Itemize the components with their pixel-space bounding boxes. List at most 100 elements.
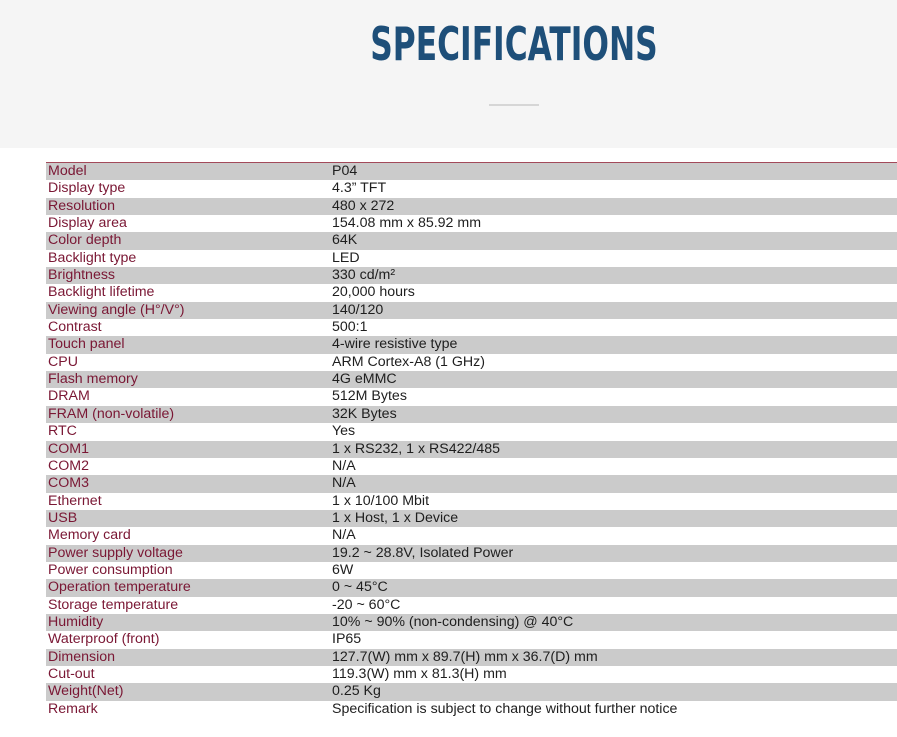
spec-row: Cut-out 119.3(W) mm x 81.3(H) mm xyxy=(46,666,897,683)
spec-value: 140/120 xyxy=(332,301,384,318)
spec-value: 1 x Host, 1 x Device xyxy=(332,509,459,526)
spec-row: Display type 4.3” TFT xyxy=(46,180,897,197)
spec-row: RTC Yes xyxy=(46,423,897,440)
spec-label: Waterproof (front) xyxy=(48,631,160,648)
spec-label: Display type xyxy=(48,180,126,197)
spec-value: 1 x 10/100 Mbit xyxy=(332,492,430,509)
spec-label: RTC xyxy=(48,423,77,440)
spec-row: Backlight type LED xyxy=(46,250,897,267)
spec-label: Viewing angle (H°/V°) xyxy=(48,301,185,318)
spec-row: DRAM 512M Bytes xyxy=(46,388,897,405)
page-header: SPECIFICATIONS xyxy=(0,0,897,148)
spec-label: FRAM (non-volatile) xyxy=(48,405,175,422)
spec-value: 480 x 272 xyxy=(332,197,395,214)
title-divider xyxy=(489,104,539,106)
spec-value: 119.3(W) mm x 81.3(H) mm xyxy=(332,665,507,682)
page-title: SPECIFICATIONS xyxy=(370,17,658,71)
spec-value: 330 cd/m² xyxy=(332,267,396,284)
spec-row: Power supply voltage 19.2 ~ 28.8V, Isolat… xyxy=(46,544,897,562)
spec-value: LED xyxy=(332,249,360,266)
spec-row: Weight(Net) 0.25 Kg xyxy=(46,683,897,701)
spec-row: Storage temperature -20 ~ 60°C xyxy=(46,597,897,614)
spec-value: 6W xyxy=(332,561,354,578)
spec-label: COM1 xyxy=(48,440,89,457)
spec-value: 4.3” TFT xyxy=(332,180,387,197)
spec-label: Touch panel xyxy=(48,336,125,353)
spec-value: 0 ~ 45°C xyxy=(332,579,388,596)
spec-label: Humidity xyxy=(48,613,104,630)
spec-value: 500:1 xyxy=(332,319,368,336)
spec-value: 0.25 Kg xyxy=(332,683,381,700)
spec-value: IP65 xyxy=(332,631,362,648)
spec-row: Ethernet 1 x 10/100 Mbit xyxy=(46,493,897,510)
spec-value: 154.08 mm x 85.92 mm xyxy=(332,215,482,232)
spec-value: N/A xyxy=(332,457,356,474)
spec-row: FRAM (non-volatile) 32K Bytes xyxy=(46,405,897,424)
spec-value: 4-wire resistive type xyxy=(332,336,458,353)
spec-value: 20,000 hours xyxy=(332,284,415,301)
spec-label: COM3 xyxy=(48,475,89,492)
spec-row: Contrast 500:1 xyxy=(46,319,897,336)
spec-label: Color depth xyxy=(48,232,122,249)
spec-label: Display area xyxy=(48,215,127,232)
spec-row: Operation temperature 0 ~ 45°C xyxy=(46,579,897,597)
spec-label: Weight(Net) xyxy=(48,683,124,700)
spec-row: COM3 N/A xyxy=(46,475,897,493)
spec-label: Memory card xyxy=(48,527,131,544)
spec-label: Power supply voltage xyxy=(48,544,183,561)
spec-value: N/A xyxy=(332,475,356,492)
spec-label: Backlight type xyxy=(48,249,137,266)
spec-value: ARM Cortex-A8 (1 GHz) xyxy=(332,353,485,370)
spec-row: Memory card N/A xyxy=(46,527,897,544)
spec-row: Brightness 330 cd/m² xyxy=(46,267,897,285)
spec-value: N/A xyxy=(332,527,356,544)
spec-row: Display area 154.08 mm x 85.92 mm xyxy=(46,215,897,232)
spec-label: Backlight lifetime xyxy=(48,284,155,301)
spec-label: Ethernet xyxy=(48,492,102,509)
spec-label: COM2 xyxy=(48,457,89,474)
spec-value: Specification is subject to change witho… xyxy=(332,700,678,717)
spec-label: Model xyxy=(48,163,87,179)
spec-label: Brightness xyxy=(48,267,116,284)
spec-row: Waterproof (front) IP65 xyxy=(46,631,897,648)
spec-value: 19.2 ~ 28.8V, Isolated Power xyxy=(332,544,514,561)
spec-row: COM2 N/A xyxy=(46,458,897,475)
spec-row: Viewing angle (H°/V°) 140/120 xyxy=(46,301,897,320)
spec-row: Dimension 127.7(W) mm x 89.7(H) mm x 36.7… xyxy=(46,648,897,666)
spec-row: Remark Specification is subject to change… xyxy=(46,701,897,718)
spec-label: DRAM xyxy=(48,388,90,405)
spec-value: Yes xyxy=(332,423,356,440)
spec-label: Cut-out xyxy=(48,665,95,682)
spec-row: COM1 1 x RS232, 1 x RS422/485 xyxy=(46,440,897,458)
spec-value: 10% ~ 90% (non-condensing) @ 40°C xyxy=(332,613,574,630)
spec-row: Model P04 xyxy=(46,163,897,181)
spec-label: Flash memory xyxy=(48,371,138,388)
spec-value: 64K xyxy=(332,232,358,249)
spec-row: Touch panel 4-wire resistive type xyxy=(46,336,897,354)
spec-label: Storage temperature xyxy=(48,596,179,613)
spec-label: Power consumption xyxy=(48,561,173,578)
spec-row: Humidity 10% ~ 90% (non-condensing) @ 40°… xyxy=(46,613,897,632)
spec-row: Backlight lifetime 20,000 hours xyxy=(46,284,897,301)
spec-value: 127.7(W) mm x 89.7(H) mm x 36.7(D) mm xyxy=(332,648,598,665)
spec-value: 512M Bytes xyxy=(332,388,407,405)
spec-table: Model P04 Display type 4.3” TFT Resolution… xyxy=(46,162,897,718)
spec-label: Resolution xyxy=(48,197,116,214)
spec-row: CPU ARM Cortex-A8 (1 GHz) xyxy=(46,354,897,371)
spec-row: USB 1 x Host, 1 x Device xyxy=(46,509,897,528)
spec-label: USB xyxy=(48,509,78,526)
spec-value: P04 xyxy=(332,163,358,179)
spec-value: -20 ~ 60°C xyxy=(332,596,401,613)
spec-label: Operation temperature xyxy=(48,579,191,596)
spec-label: Remark xyxy=(48,700,98,717)
spec-value: 32K Bytes xyxy=(332,405,397,422)
spec-label: Contrast xyxy=(48,319,102,336)
spec-value: 4G eMMC xyxy=(332,371,397,388)
spec-label: Dimension xyxy=(48,648,116,665)
spec-row: Color depth 64K xyxy=(46,232,897,250)
spec-value: 1 x RS232, 1 x RS422/485 xyxy=(332,440,500,457)
spec-row: Flash memory 4G eMMC xyxy=(46,371,897,389)
spec-label: CPU xyxy=(48,353,78,370)
spec-row: Resolution 480 x 272 xyxy=(46,197,897,216)
spec-row: Power consumption 6W xyxy=(46,562,897,579)
